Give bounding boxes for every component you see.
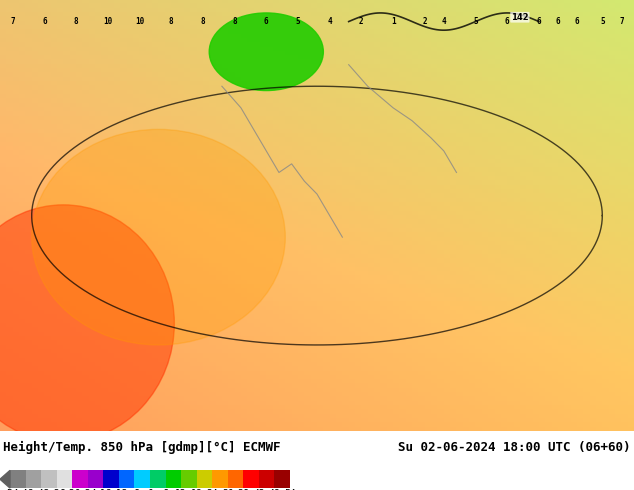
Text: 36: 36 [238, 489, 249, 490]
Text: -48: -48 [16, 489, 34, 490]
Bar [181, 470, 197, 488]
Bar [212, 470, 228, 488]
Text: 6: 6 [42, 17, 47, 26]
Text: 1: 1 [391, 17, 396, 26]
Text: 5: 5 [600, 17, 605, 26]
Text: Su 02-06-2024 18:00 UTC (06+60): Su 02-06-2024 18:00 UTC (06+60) [399, 441, 631, 454]
Text: -18: -18 [94, 489, 112, 490]
Text: 18: 18 [191, 489, 202, 490]
Text: -30: -30 [63, 489, 81, 490]
Bar [10, 470, 25, 488]
Bar [197, 470, 212, 488]
Text: -42: -42 [32, 489, 50, 490]
Text: 6: 6 [162, 489, 169, 490]
Polygon shape [0, 470, 10, 488]
Text: 7: 7 [619, 17, 624, 26]
Ellipse shape [0, 205, 174, 442]
Text: 48: 48 [269, 489, 280, 490]
Text: 8: 8 [200, 17, 205, 26]
Text: 4: 4 [327, 17, 332, 26]
Text: 6: 6 [264, 17, 269, 26]
Text: -6: -6 [129, 489, 140, 490]
Bar [103, 470, 119, 488]
Bar [41, 470, 56, 488]
Bar [243, 470, 259, 488]
Bar [165, 470, 181, 488]
Bar [228, 470, 243, 488]
Text: 10: 10 [103, 17, 112, 26]
Bar [275, 470, 290, 488]
Text: 5: 5 [295, 17, 301, 26]
Text: 142: 142 [511, 13, 529, 22]
Text: 10: 10 [135, 17, 144, 26]
Bar [150, 470, 165, 488]
Text: 7: 7 [10, 17, 15, 26]
Text: 2: 2 [359, 17, 364, 26]
Text: 8: 8 [232, 17, 237, 26]
Text: 5: 5 [473, 17, 478, 26]
Text: Height/Temp. 850 hPa [gdmp][°C] ECMWF: Height/Temp. 850 hPa [gdmp][°C] ECMWF [3, 441, 280, 454]
Text: 12: 12 [175, 489, 187, 490]
Text: 8: 8 [74, 17, 79, 26]
Bar [56, 470, 72, 488]
Ellipse shape [209, 13, 323, 91]
Bar [87, 470, 103, 488]
Text: 6: 6 [536, 17, 541, 26]
Text: 54: 54 [284, 489, 296, 490]
Text: 24: 24 [206, 489, 218, 490]
Text: -36: -36 [48, 489, 65, 490]
Bar [119, 470, 134, 488]
Text: 8: 8 [169, 17, 174, 26]
Text: 6: 6 [555, 17, 560, 26]
Text: 2: 2 [422, 17, 427, 26]
Bar [259, 470, 275, 488]
Text: 30: 30 [222, 489, 234, 490]
Bar [25, 470, 41, 488]
Text: 4: 4 [441, 17, 446, 26]
Bar [72, 470, 87, 488]
Ellipse shape [32, 129, 285, 345]
Text: 0: 0 [147, 489, 153, 490]
Text: 6: 6 [505, 17, 510, 26]
Bar [134, 470, 150, 488]
Text: -54: -54 [1, 489, 19, 490]
Text: 42: 42 [253, 489, 265, 490]
Text: 6: 6 [574, 17, 579, 26]
Text: -24: -24 [79, 489, 96, 490]
Text: -12: -12 [110, 489, 127, 490]
